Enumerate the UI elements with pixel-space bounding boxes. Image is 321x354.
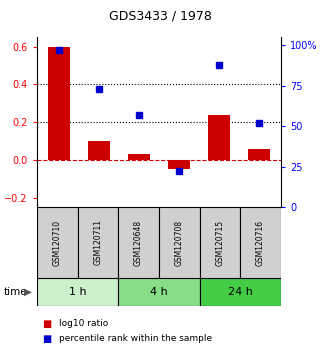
- Bar: [240, 207, 281, 278]
- Bar: [78, 207, 118, 278]
- Text: 1 h: 1 h: [69, 287, 86, 297]
- Text: time: time: [3, 287, 27, 297]
- Text: GDS3433 / 1978: GDS3433 / 1978: [109, 10, 212, 22]
- Bar: [248, 149, 270, 160]
- Bar: [200, 207, 240, 278]
- Text: GSM120711: GSM120711: [93, 219, 102, 266]
- Text: log10 ratio: log10 ratio: [59, 319, 108, 329]
- Bar: [37, 278, 118, 306]
- Text: GSM120708: GSM120708: [175, 219, 184, 266]
- Bar: [118, 278, 200, 306]
- Bar: [128, 154, 150, 160]
- Bar: [118, 207, 159, 278]
- Text: percentile rank within the sample: percentile rank within the sample: [59, 334, 213, 343]
- Text: GSM120715: GSM120715: [215, 219, 224, 266]
- Text: ■: ■: [42, 334, 51, 344]
- Bar: [48, 47, 70, 160]
- Bar: [168, 160, 190, 169]
- Bar: [37, 207, 78, 278]
- Text: GSM120710: GSM120710: [53, 219, 62, 266]
- Text: ■: ■: [42, 319, 51, 329]
- Bar: [200, 278, 281, 306]
- Text: ▶: ▶: [24, 287, 32, 297]
- Text: GSM120716: GSM120716: [256, 219, 265, 266]
- Text: 24 h: 24 h: [228, 287, 253, 297]
- Text: GSM120648: GSM120648: [134, 219, 143, 266]
- Bar: [88, 141, 110, 160]
- Text: 4 h: 4 h: [150, 287, 168, 297]
- Bar: [208, 115, 230, 160]
- Bar: [159, 207, 200, 278]
